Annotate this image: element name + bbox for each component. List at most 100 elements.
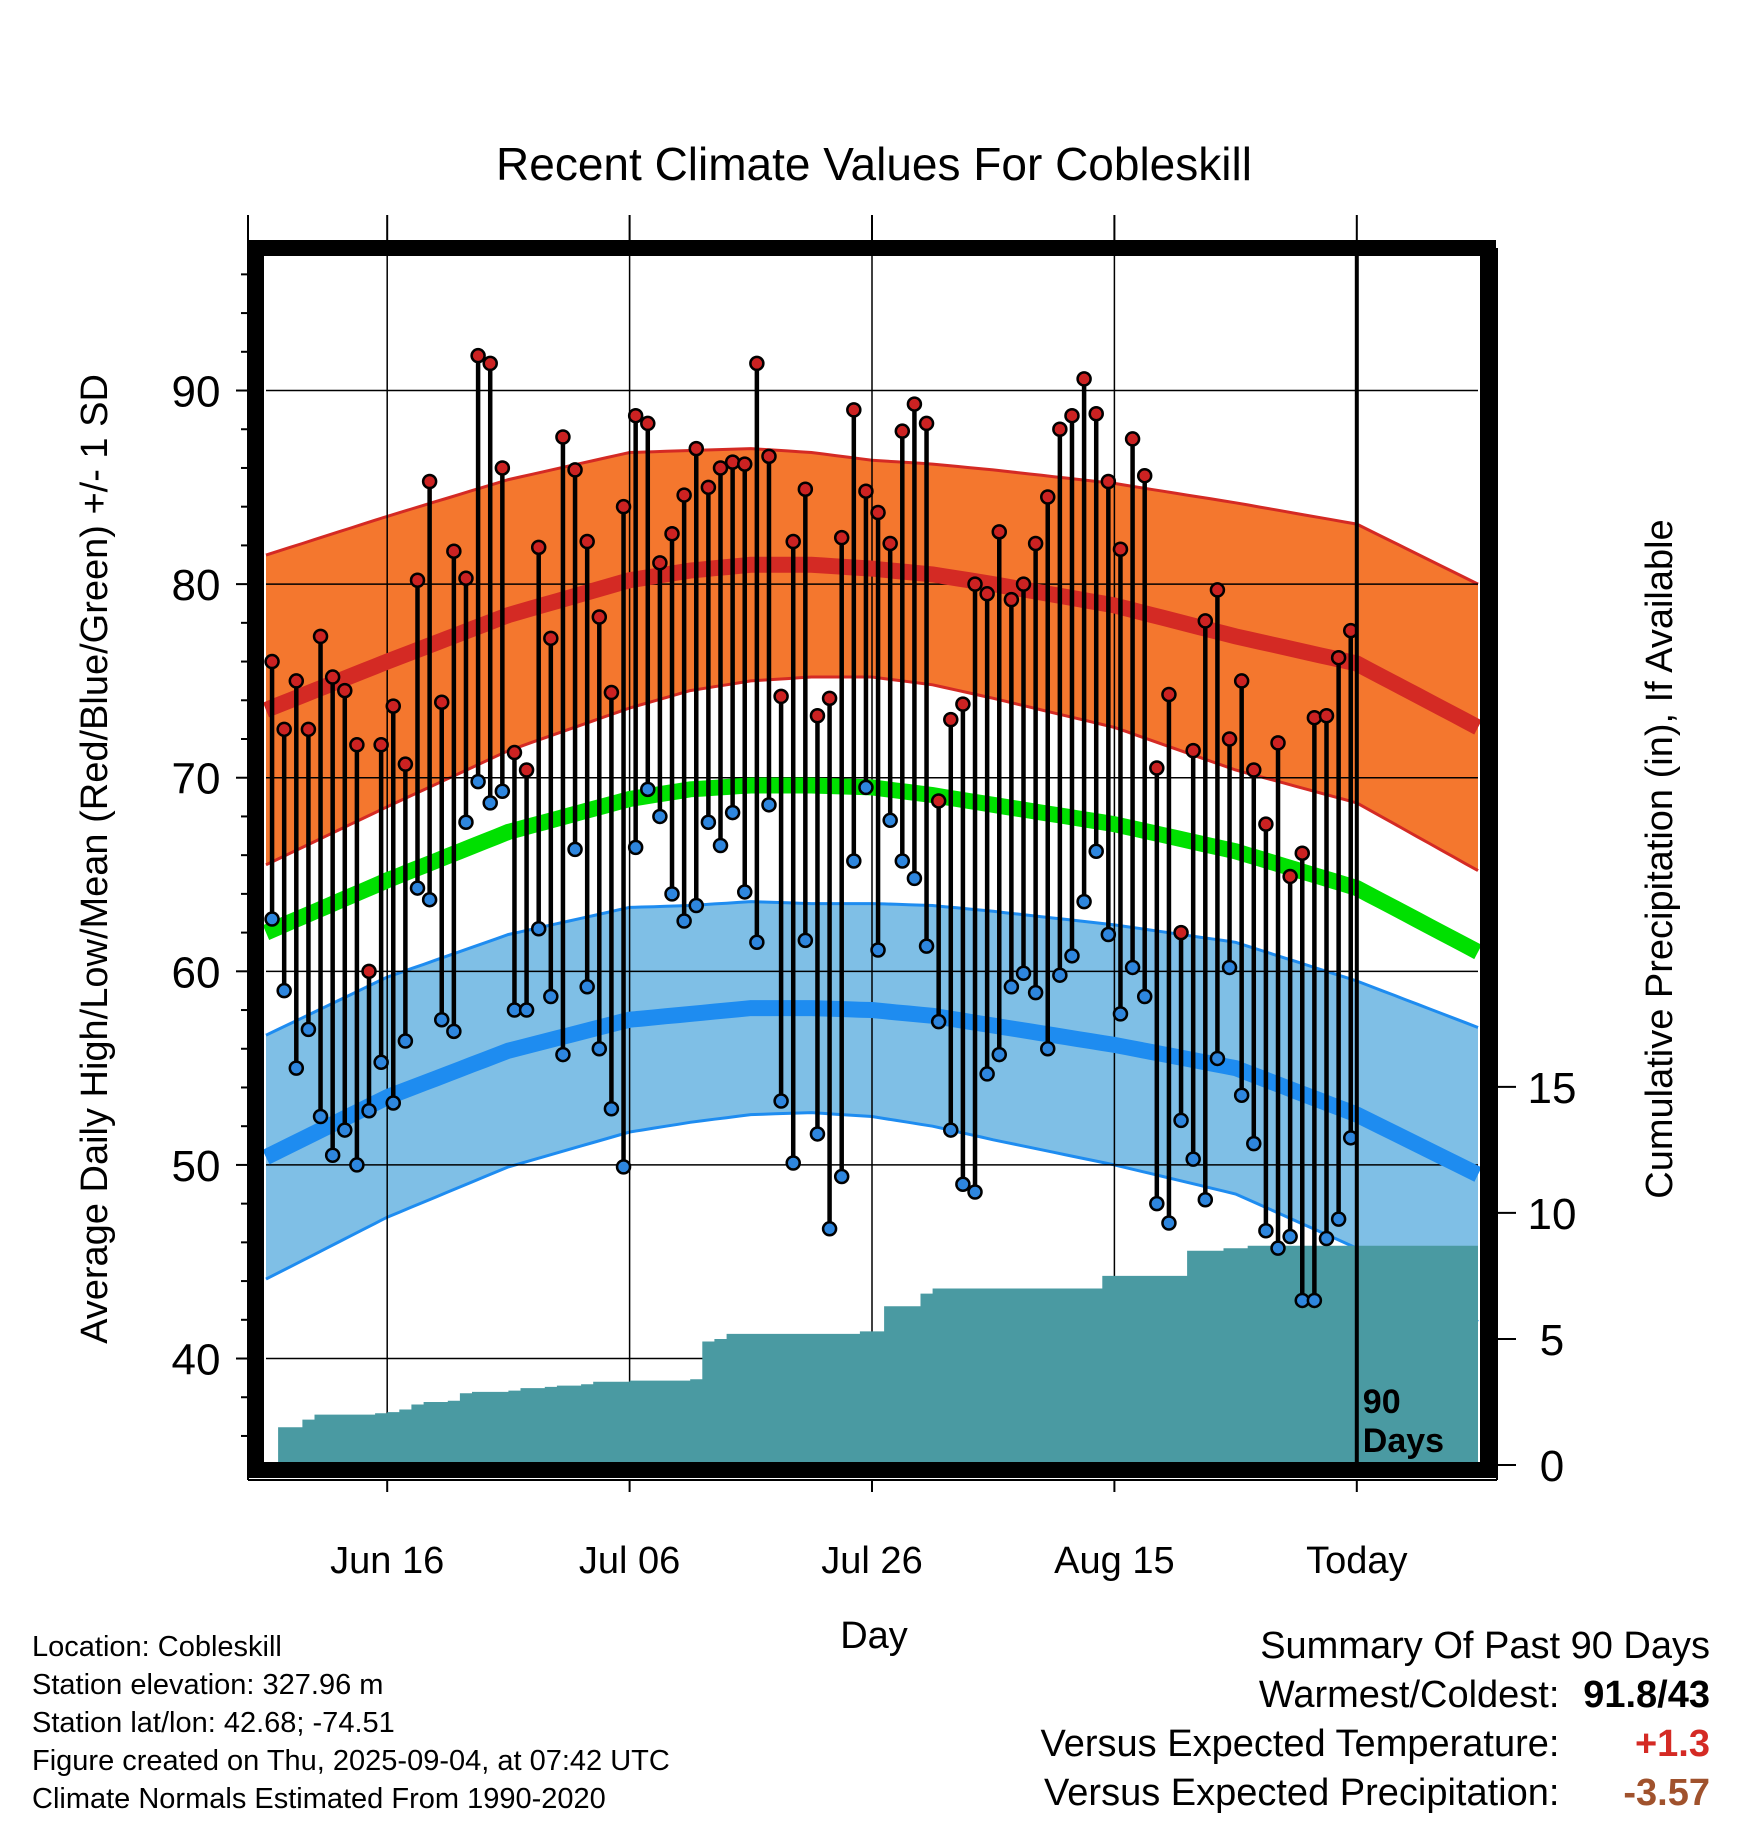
daily-high-point xyxy=(1306,709,1323,726)
daily-low-point xyxy=(1209,1050,1226,1067)
elevation-text: Station elevation: 327.96 m xyxy=(32,1669,384,1701)
daily-low-point xyxy=(615,1159,632,1175)
daily-high-point xyxy=(1246,762,1262,778)
daily-low-point xyxy=(955,1176,971,1193)
daily-high-point xyxy=(276,721,292,738)
daily-high-point xyxy=(385,698,402,714)
x-tick-label: Aug 15 xyxy=(1054,1540,1174,1582)
daily-high-point xyxy=(821,690,838,707)
daily-high-point xyxy=(458,570,474,587)
daily-high-point xyxy=(1100,473,1117,490)
daily-low-point xyxy=(821,1221,838,1237)
daily-low-point xyxy=(906,870,923,887)
daily-high-point xyxy=(809,708,826,724)
daily-low-point xyxy=(858,779,874,796)
today-days-number: 90 xyxy=(1363,1383,1401,1421)
daily-low-point xyxy=(833,1168,850,1185)
chart-title: Recent Climate Values For Cobleskill xyxy=(496,138,1252,190)
daily-low-point xyxy=(736,884,753,900)
summary-panel: Summary Of Past 90 Days Warmest/Coldest:… xyxy=(1041,1622,1710,1818)
daily-high-point xyxy=(955,696,971,712)
warmest-label: Warmest/Coldest: xyxy=(1258,1674,1560,1716)
daily-high-point xyxy=(1270,735,1286,751)
daily-high-point xyxy=(433,694,450,710)
temp-label: Versus Expected Temperature: xyxy=(1040,1723,1560,1765)
daily-high-point xyxy=(397,756,414,772)
daily-low-point xyxy=(1112,1006,1129,1022)
summary-warmest-row: Warmest/Coldest: 91.8/43 xyxy=(1041,1671,1710,1720)
daily-low-point xyxy=(1306,1292,1323,1309)
daily-high-point xyxy=(1318,708,1335,724)
daily-low-point xyxy=(337,1122,353,1138)
daily-low-point xyxy=(652,808,668,825)
daily-high-point xyxy=(640,415,656,432)
daily-low-point xyxy=(518,1002,535,1018)
daily-high-point xyxy=(446,543,462,559)
daily-high-point xyxy=(833,529,850,546)
daily-low-point xyxy=(1149,1195,1165,1212)
daily-high-point xyxy=(349,737,365,753)
temp-deviation-value: +1.3 xyxy=(1634,1723,1710,1765)
daily-high-point xyxy=(579,533,595,550)
daily-high-point xyxy=(494,460,511,476)
daily-high-point xyxy=(749,355,765,372)
daily-high-point xyxy=(785,533,801,550)
daily-low-point xyxy=(300,1021,317,1038)
daily-low-point xyxy=(324,1147,341,1163)
daily-low-point xyxy=(385,1095,402,1111)
daily-low-point xyxy=(567,841,583,858)
daily-high-point xyxy=(1136,467,1153,484)
daily-high-point xyxy=(361,963,377,980)
daily-low-point xyxy=(1318,1230,1335,1247)
cumulative-precip-area xyxy=(266,1245,1478,1465)
daily-low-point xyxy=(1076,893,1092,910)
daily-low-point xyxy=(712,837,729,854)
value-separator: / xyxy=(1657,1674,1668,1716)
daily-high-point xyxy=(676,487,692,503)
daily-high-point xyxy=(1233,673,1250,689)
daily-high-point xyxy=(1076,371,1092,387)
daily-high-point xyxy=(1258,816,1274,832)
daily-low-point xyxy=(603,1101,620,1117)
daily-low-point xyxy=(1088,843,1104,860)
daily-low-point xyxy=(409,880,426,896)
daily-low-point xyxy=(664,886,680,902)
y-right-tick-label: 0 xyxy=(1540,1442,1564,1491)
y-left-tick-label: 60 xyxy=(172,948,221,997)
daily-low-point xyxy=(943,1122,959,1138)
daily-low-point xyxy=(1233,1087,1250,1103)
daily-high-point xyxy=(421,473,438,490)
x-tick-label: Jul 26 xyxy=(821,1540,922,1582)
x-tick-label: Today xyxy=(1306,1540,1407,1582)
coldest-value: 43 xyxy=(1667,1674,1710,1716)
y-left-tick-label: 50 xyxy=(172,1142,221,1191)
daily-low-point xyxy=(1173,1112,1189,1129)
daily-low-point xyxy=(640,781,656,798)
daily-high-point xyxy=(906,396,923,412)
daily-low-point xyxy=(361,1102,377,1119)
daily-high-point xyxy=(555,429,571,445)
daily-high-point xyxy=(1015,576,1032,592)
y-left-tick-label: 80 xyxy=(172,561,221,610)
daily-low-point xyxy=(761,797,777,813)
daily-low-point xyxy=(446,1023,462,1040)
daily-high-point xyxy=(530,539,547,556)
daily-low-point xyxy=(676,913,692,929)
daily-high-point xyxy=(627,407,644,424)
daily-low-point xyxy=(882,812,898,829)
daily-low-point xyxy=(1282,1228,1298,1245)
daily-low-point xyxy=(1052,967,1068,983)
daily-low-point xyxy=(482,795,498,811)
daily-low-point xyxy=(1064,948,1080,964)
station-info: Location: Cobleskill Station elevation: … xyxy=(32,1628,670,1818)
y-axis-right-label: Cumulative Precipitation (in), If Availa… xyxy=(1639,519,1681,1198)
daily-low-point xyxy=(288,1060,305,1076)
warmest-value: 91.8 xyxy=(1583,1674,1658,1716)
daily-low-point xyxy=(724,804,741,821)
daily-high-point xyxy=(773,688,789,705)
daily-high-point xyxy=(918,415,935,432)
daily-low-point xyxy=(591,1041,608,1057)
daily-high-point xyxy=(1149,760,1165,776)
daily-low-point xyxy=(421,891,438,908)
